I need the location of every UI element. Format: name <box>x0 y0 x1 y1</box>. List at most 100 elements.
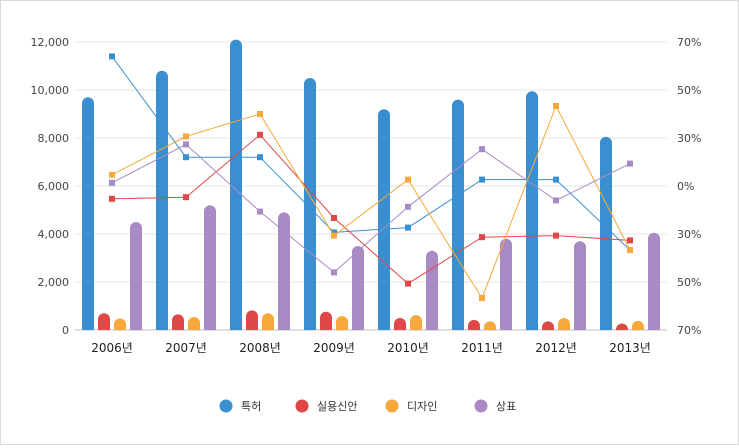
category-label: 2012년 <box>535 341 577 355</box>
lines <box>109 53 633 301</box>
point-trademark <box>183 141 189 148</box>
right-axis: 70% 50% 30% 0% 30% 50% 70% <box>677 36 701 337</box>
bar-design <box>114 318 126 330</box>
point-utility <box>331 215 337 221</box>
line-patent <box>111 56 631 251</box>
left-tick-label: 4,000 <box>38 228 70 241</box>
point-utility <box>479 234 485 241</box>
right-tick-label: 50% <box>677 276 701 289</box>
point-design <box>331 232 337 239</box>
line-design <box>111 104 631 300</box>
bar-trademark <box>500 238 512 330</box>
category-label: 2007년 <box>165 341 207 355</box>
bar-trademark <box>426 250 438 330</box>
bar-utility <box>320 311 332 330</box>
bar-design <box>262 313 274 330</box>
point-trademark <box>553 197 559 204</box>
bar-design <box>336 316 348 330</box>
right-tick-label: 0% <box>677 180 694 193</box>
category-label: 2011년 <box>461 341 503 355</box>
line-utility <box>111 134 631 285</box>
point-patent <box>479 176 485 183</box>
bar-patent <box>304 78 316 330</box>
point-trademark <box>109 179 115 186</box>
left-tick-label: 8,000 <box>38 132 70 145</box>
point-patent <box>405 224 411 231</box>
left-axis: 0 2,000 4,000 6,000 8,000 10,000 12,000 <box>31 36 70 337</box>
bar-utility <box>616 323 628 330</box>
bar-utility <box>468 319 480 330</box>
legend-swatch-trademark <box>474 399 488 413</box>
bar-patent <box>378 109 390 330</box>
bar-design <box>632 320 644 330</box>
point-design <box>553 103 559 109</box>
left-tick-label: 10,000 <box>31 84 70 97</box>
bar-utility <box>246 310 258 330</box>
point-design <box>479 295 485 301</box>
category-label: 2010년 <box>387 341 429 355</box>
bar-trademark <box>352 246 364 330</box>
point-patent <box>183 154 189 161</box>
point-patent <box>331 229 337 236</box>
point-trademark <box>479 146 485 153</box>
bar-patent <box>82 97 94 330</box>
bar-design <box>188 317 200 330</box>
line-trademark <box>111 143 631 274</box>
bar-patent <box>600 136 612 330</box>
legend-label-patent: 특허 <box>241 400 261 413</box>
legend-swatch-utility <box>295 399 309 413</box>
bar-utility <box>98 313 110 330</box>
bar-trademark <box>130 222 142 330</box>
point-patent <box>257 154 263 161</box>
legend-swatch-design <box>385 399 399 413</box>
right-tick-label: 70% <box>677 324 701 337</box>
left-tick-label: 2,000 <box>38 276 70 289</box>
point-utility <box>627 237 633 244</box>
bar-patent <box>452 99 464 330</box>
bar-design <box>558 318 570 330</box>
bar-utility <box>172 314 184 330</box>
bars <box>82 39 660 331</box>
legend-swatch-patent <box>219 399 233 413</box>
point-trademark <box>331 269 337 276</box>
category-label: 2008년 <box>239 341 281 355</box>
bar-design <box>410 315 422 330</box>
point-design <box>627 247 633 253</box>
bar-patent <box>156 70 168 331</box>
point-utility <box>257 131 263 138</box>
bar-design <box>484 321 496 330</box>
bar-trademark <box>204 205 216 330</box>
legend-label-utility: 실용신안 <box>317 400 357 413</box>
legend-label-design: 디자인 <box>407 400 437 413</box>
category-label: 2013년 <box>609 341 651 355</box>
right-tick-label: 70% <box>677 36 701 49</box>
right-tick-label: 50% <box>677 84 701 97</box>
legend: 특허 실용신안 디자인 상표 <box>219 399 516 413</box>
point-utility <box>183 194 189 201</box>
right-tick-label: 30% <box>677 132 701 145</box>
point-patent <box>109 53 115 60</box>
point-utility <box>405 280 411 287</box>
bar-trademark <box>648 232 660 330</box>
point-design <box>405 176 411 183</box>
point-patent <box>553 176 559 183</box>
category-label: 2006년 <box>91 341 133 355</box>
point-design <box>257 111 263 117</box>
left-tick-label: 6,000 <box>38 180 70 193</box>
bar-utility <box>394 318 406 330</box>
left-tick-label: 0 <box>62 324 69 337</box>
category-label: 2009년 <box>313 341 355 355</box>
point-design <box>183 133 189 140</box>
point-utility <box>109 195 115 202</box>
bar-patent <box>230 39 242 330</box>
bar-trademark <box>574 241 586 330</box>
right-tick-label: 30% <box>677 228 701 241</box>
point-trademark <box>257 208 263 215</box>
point-utility <box>553 232 559 239</box>
bar-patent <box>526 91 538 330</box>
bar-trademark <box>278 212 290 330</box>
point-design <box>109 171 115 178</box>
left-tick-label: 12,000 <box>31 36 70 49</box>
